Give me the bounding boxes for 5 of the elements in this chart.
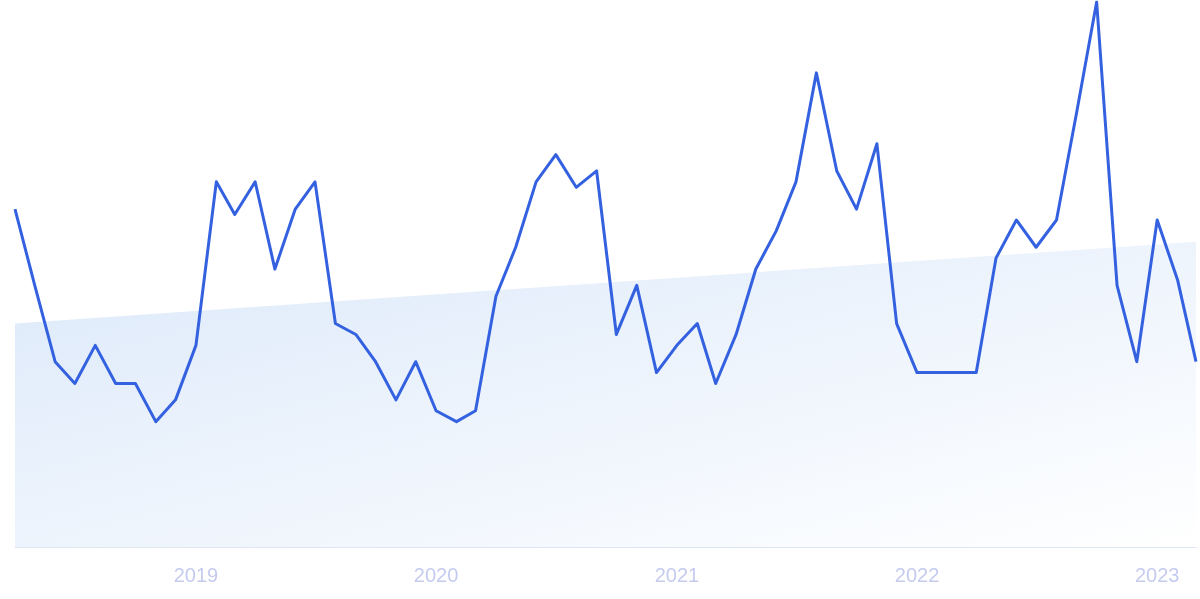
x-tick-label: 2019 bbox=[173, 564, 219, 586]
x-tick-label: 2020 bbox=[413, 564, 459, 586]
x-tick-label: 2021 bbox=[654, 564, 700, 586]
x-tick-label: 2023 bbox=[1134, 564, 1180, 586]
x-tick-label: 2022 bbox=[894, 564, 940, 586]
